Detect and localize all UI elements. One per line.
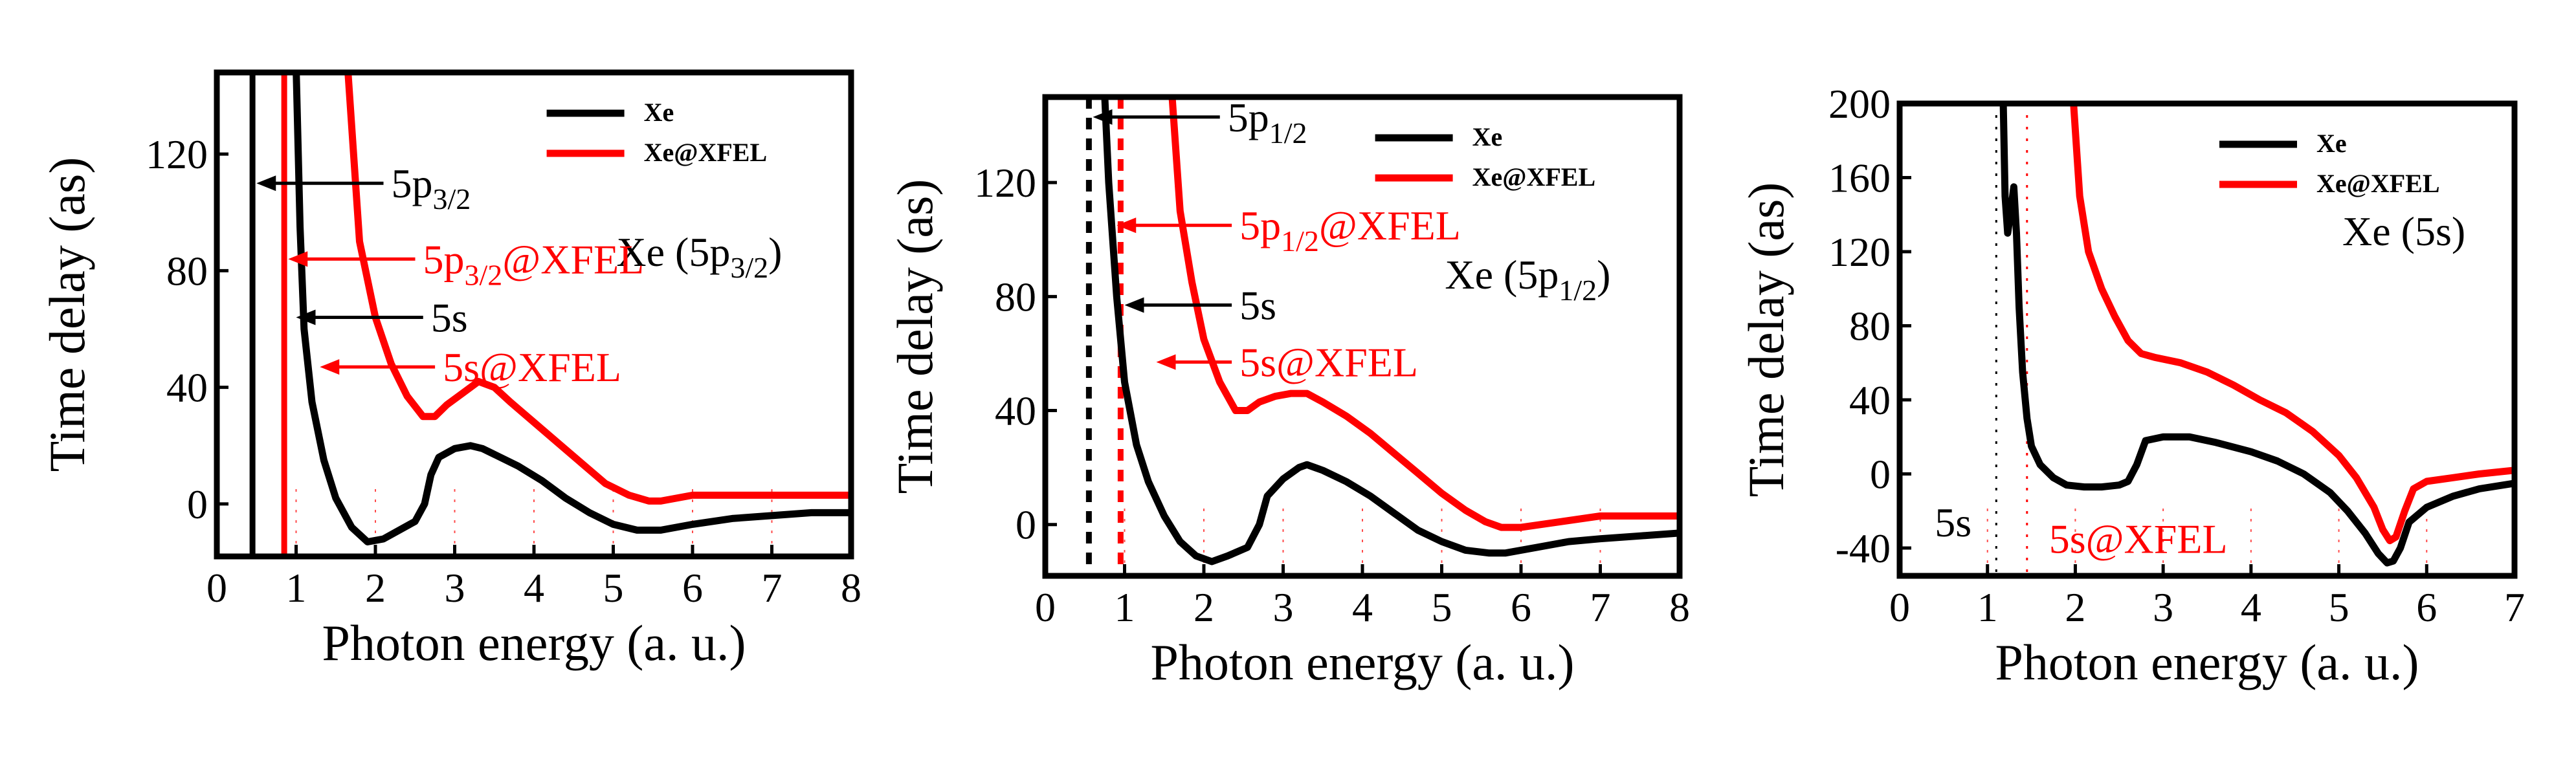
annotation-label-red: 5p3/2@XFEL	[423, 236, 645, 291]
y-tick-label: 0	[1016, 502, 1036, 548]
x-tick-label: 5	[1432, 584, 1452, 630]
y-tick-label: 120	[146, 131, 208, 177]
y-tick-label: 0	[187, 481, 208, 527]
series-line-xe-xfel	[1168, 97, 1680, 531]
y-tick-label: 120	[1828, 229, 1891, 275]
y-axis-label: Time delay (as)	[39, 157, 95, 472]
arrow-head	[1156, 354, 1176, 370]
y-tick-label: 160	[1828, 155, 1891, 201]
panel-label: Xe (5s)	[2342, 208, 2465, 254]
annotation-label-black: 5s	[431, 295, 468, 341]
x-tick-label: 5	[2329, 584, 2349, 630]
series-line-xe-xfel	[2070, 104, 2515, 545]
legend-label-xe-xfel: Xe@XFEL	[644, 138, 768, 167]
x-tick-label: 2	[1194, 584, 1214, 630]
annotation-label-red: 5p1/2@XFEL	[1239, 203, 1461, 258]
x-tick-label: 6	[682, 565, 703, 611]
annotation-label-black: 5p1/2	[1228, 94, 1307, 149]
x-tick-label: 8	[841, 565, 861, 611]
x-tick-label: 3	[1273, 584, 1294, 630]
x-tick-label: 6	[1511, 584, 1531, 630]
legend-label-xe-xfel: Xe@XFEL	[2316, 169, 2440, 198]
x-tick-label: 4	[2241, 584, 2261, 630]
legend-label-xe-xfel: Xe@XFEL	[1472, 162, 1596, 192]
x-tick-label: 1	[286, 565, 307, 611]
series-line-xe-xfel	[344, 72, 851, 505]
x-tick-label: 3	[2153, 584, 2173, 630]
x-axis-label: Photon energy (a. u.)	[1995, 634, 2419, 690]
x-tick-label: 2	[2065, 584, 2085, 630]
y-tick-label: 80	[166, 248, 208, 294]
series-line-xe	[1999, 104, 2515, 567]
x-tick-label: 4	[1352, 584, 1373, 630]
x-tick-label: 0	[1035, 584, 1056, 630]
y-tick-label: 0	[1870, 452, 1891, 498]
arrow-head	[256, 175, 276, 192]
annotation-label-red: 5s@XFEL	[2049, 516, 2228, 562]
annotation-label-black: 5s	[1239, 283, 1276, 329]
y-tick-label: -40	[1836, 525, 1891, 571]
x-tick-label: 8	[1669, 584, 1690, 630]
y-tick-label: 80	[995, 274, 1036, 320]
y-tick-label: 40	[166, 365, 208, 411]
x-tick-label: 7	[2504, 584, 2525, 630]
x-tick-label: 1	[1115, 584, 1135, 630]
annotation-label-red: 5s@XFEL	[443, 344, 621, 390]
y-axis-label: Time delay (as)	[1738, 182, 1794, 498]
series-group	[1101, 97, 1680, 565]
series-line-xe	[1101, 97, 1680, 565]
y-tick-label: 40	[995, 388, 1036, 434]
legend-label-xe: Xe	[644, 98, 674, 127]
y-tick-label: 40	[1849, 377, 1891, 423]
arrow-head	[1116, 217, 1137, 234]
series-group	[293, 72, 851, 545]
x-tick-label: 4	[524, 565, 544, 611]
x-tick-label: 5	[603, 565, 624, 611]
x-tick-label: 3	[445, 565, 465, 611]
x-tick-label: 1	[1977, 584, 1998, 630]
x-tick-label: 7	[762, 565, 783, 611]
series-group	[1999, 104, 2515, 567]
legend: Xe Xe@XFEL	[546, 98, 768, 167]
panel-label: Xe (5p3/2)	[616, 229, 782, 284]
annotation-label-black: 5s	[1935, 499, 1971, 545]
x-axis-label: Photon energy (a. u.)	[322, 615, 746, 671]
y-tick-label: 120	[974, 160, 1036, 206]
y-tick-label: 80	[1849, 303, 1891, 349]
annotation-label-black: 5p3/2	[392, 160, 471, 215]
y-axis-label: Time delay (as)	[887, 179, 943, 494]
legend-label-xe: Xe	[1472, 122, 1503, 151]
annotation-label-red: 5s@XFEL	[1239, 340, 1418, 386]
grid-guides	[1124, 505, 1601, 573]
arrow-head	[1093, 109, 1113, 125]
grid-guides	[1986, 505, 2428, 573]
arrow-head	[320, 359, 340, 375]
x-tick-label: 0	[1889, 584, 1910, 630]
legend-label-xe: Xe	[2316, 129, 2347, 158]
y-tick-label: 200	[1828, 81, 1891, 127]
panel-5s: 0 1 2 3 4 5 6 7 -40 0 40 80 120 160 200 Photon energy (…	[1738, 81, 2525, 690]
panel-label: Xe (5p1/2)	[1445, 252, 1610, 307]
x-tick-label: 2	[365, 565, 386, 611]
x-tick-label: 0	[206, 565, 227, 611]
arrow-head	[1124, 297, 1144, 313]
arrow-head	[296, 309, 316, 325]
x-tick-label: 6	[2416, 584, 2437, 630]
x-tick-label: 7	[1590, 584, 1611, 630]
x-axis-label: Photon energy (a. u.)	[1151, 634, 1575, 690]
legend: Xe Xe@XFEL	[2219, 129, 2440, 198]
plot-frame	[1896, 100, 2518, 579]
legend: Xe Xe@XFEL	[1375, 122, 1596, 192]
arrow-head	[288, 251, 308, 267]
series-line-xe	[293, 72, 851, 545]
